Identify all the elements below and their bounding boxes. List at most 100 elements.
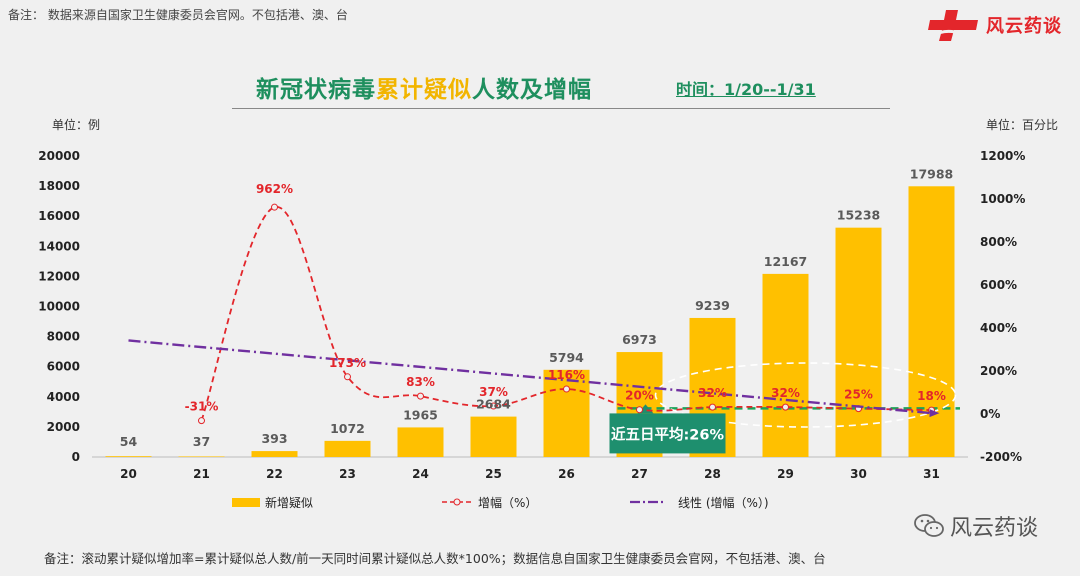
avg-callout-text: 近五日平均:26% bbox=[611, 425, 724, 443]
x-tick-label: 24 bbox=[412, 467, 429, 481]
bar-value-label: 5794 bbox=[549, 350, 584, 365]
bar-value-label: 9239 bbox=[695, 298, 730, 313]
title-part-3: 人数及增幅 bbox=[472, 77, 592, 103]
bar-26 bbox=[543, 369, 590, 457]
x-tick-label: 31 bbox=[923, 467, 940, 481]
x-tick-label: 27 bbox=[631, 467, 648, 481]
left-axis-unit: 单位：例 bbox=[52, 118, 101, 132]
growth-value-label: 173% bbox=[329, 356, 366, 370]
legend-bar-swatch bbox=[232, 498, 260, 507]
bar-value-label: 37 bbox=[193, 434, 210, 449]
linear-trendline bbox=[128, 339, 932, 415]
brand-logo: 风云药谈 bbox=[926, 8, 1062, 42]
left-tick-label: 20000 bbox=[38, 149, 80, 163]
red-cross-logo-icon bbox=[928, 10, 978, 41]
left-tick-label: 14000 bbox=[38, 239, 80, 253]
bar-29 bbox=[762, 273, 809, 457]
bar-value-label: 1965 bbox=[403, 407, 438, 422]
legend-line-label: 增幅（%） bbox=[478, 495, 537, 510]
logo-text: 风云药谈 bbox=[986, 16, 1062, 37]
bar-22 bbox=[251, 451, 298, 457]
growth-value-label: 32% bbox=[771, 386, 800, 400]
left-tick-label: 0 bbox=[72, 450, 80, 464]
growth-value-label: 962% bbox=[256, 182, 293, 196]
growth-value-label: 25% bbox=[844, 388, 873, 402]
bar-23 bbox=[324, 440, 371, 457]
left-tick-label: 2000 bbox=[47, 420, 80, 434]
left-tick-label: 10000 bbox=[38, 300, 80, 314]
growth-value-label: 116% bbox=[548, 368, 585, 382]
growth-point-28 bbox=[709, 403, 716, 411]
growth-value-label: 83% bbox=[406, 375, 435, 389]
bar-25 bbox=[470, 416, 517, 457]
x-tick-label: 28 bbox=[704, 467, 721, 481]
bar-21 bbox=[178, 456, 225, 457]
chart-title-block: 新冠状病毒累计疑似人数及增幅 时间：1/20--1/31 bbox=[232, 70, 890, 109]
bar-value-label: 17988 bbox=[910, 166, 954, 181]
avg-callout-box bbox=[609, 413, 726, 454]
bar-31 bbox=[908, 186, 955, 458]
x-tick-label: 25 bbox=[485, 467, 502, 481]
bar-value-label: 6973 bbox=[622, 332, 657, 347]
growth-value-label: -31% bbox=[185, 400, 219, 414]
left-tick-label: 8000 bbox=[47, 330, 80, 344]
legend-bar-label: 新增疑似 bbox=[265, 495, 313, 510]
x-tick-label: 22 bbox=[266, 467, 283, 481]
growth-value-label: 18% bbox=[917, 389, 946, 403]
growth-value-label: 20% bbox=[625, 389, 654, 403]
growth-point-29 bbox=[782, 403, 789, 411]
footer-note: 备注：滚动累计疑似增加率=累计疑似总人数/前一天同时间累计疑似总人数*100%；… bbox=[44, 551, 826, 566]
right-tick-label: 1000% bbox=[980, 192, 1025, 206]
x-tick-label: 20 bbox=[120, 467, 137, 481]
x-tick-label: 23 bbox=[339, 467, 356, 481]
left-tick-label: 18000 bbox=[38, 179, 80, 193]
left-tick-label: 12000 bbox=[38, 269, 80, 283]
bar-value-label: 54 bbox=[120, 434, 138, 449]
legend-trend-label: 线性 (增幅（%）) bbox=[678, 495, 769, 510]
x-tick-label: 29 bbox=[777, 467, 794, 481]
growth-point-24 bbox=[417, 392, 424, 400]
chart-title: 新冠状病毒累计疑似人数及增幅 bbox=[256, 70, 592, 104]
bar-value-label: 393 bbox=[261, 431, 287, 446]
left-tick-label: 6000 bbox=[47, 360, 80, 374]
right-tick-label: 600% bbox=[980, 278, 1017, 292]
growth-point-23 bbox=[344, 373, 351, 381]
growth-point-27 bbox=[636, 406, 643, 414]
growth-point-22 bbox=[271, 203, 278, 211]
date-range: 时间：1/20--1/31 bbox=[676, 80, 816, 99]
growth-point-26 bbox=[563, 385, 570, 393]
bar-value-label: 15238 bbox=[837, 208, 881, 223]
left-tick-label: 4000 bbox=[47, 390, 80, 404]
bar-value-label: 12167 bbox=[764, 254, 808, 269]
growth-point-21 bbox=[198, 417, 205, 425]
x-tick-label: 21 bbox=[193, 467, 210, 481]
legend-line-marker bbox=[453, 498, 461, 506]
x-tick-label: 26 bbox=[558, 467, 575, 481]
title-part-1: 新冠状病毒 bbox=[256, 77, 376, 103]
wechat-icon bbox=[914, 514, 944, 537]
wechat-watermark: 风云药谈 bbox=[914, 510, 1038, 542]
title-part-2: 累计疑似 bbox=[376, 77, 472, 103]
trendline-arrow-icon bbox=[929, 409, 940, 418]
right-tick-label: -200% bbox=[980, 450, 1022, 464]
growth-value-label: 37% bbox=[479, 385, 508, 399]
bar-30 bbox=[835, 227, 882, 457]
right-tick-label: 1200% bbox=[980, 149, 1025, 163]
bar-value-label: 1072 bbox=[330, 421, 365, 436]
right-tick-label: 800% bbox=[980, 235, 1017, 249]
bar-24 bbox=[397, 427, 444, 457]
left-tick-label: 16000 bbox=[38, 209, 80, 223]
source-note-top: 备注： 数据来源自国家卫生健康委员会官网。不包括港、澳、台 bbox=[8, 8, 348, 22]
right-tick-label: 0% bbox=[980, 407, 1000, 421]
right-tick-label: 200% bbox=[980, 364, 1017, 378]
bar-value-label: 2684 bbox=[476, 397, 511, 412]
growth-point-25 bbox=[490, 402, 497, 410]
right-tick-label: 400% bbox=[980, 321, 1017, 335]
bar-20 bbox=[105, 456, 152, 457]
growth-value-label: 32% bbox=[698, 386, 727, 400]
watermark-text: 风云药谈 bbox=[949, 516, 1038, 541]
x-tick-label: 30 bbox=[850, 467, 867, 481]
right-axis-unit: 单位：百分比 bbox=[985, 118, 1058, 132]
highlight-ellipse bbox=[654, 362, 957, 428]
